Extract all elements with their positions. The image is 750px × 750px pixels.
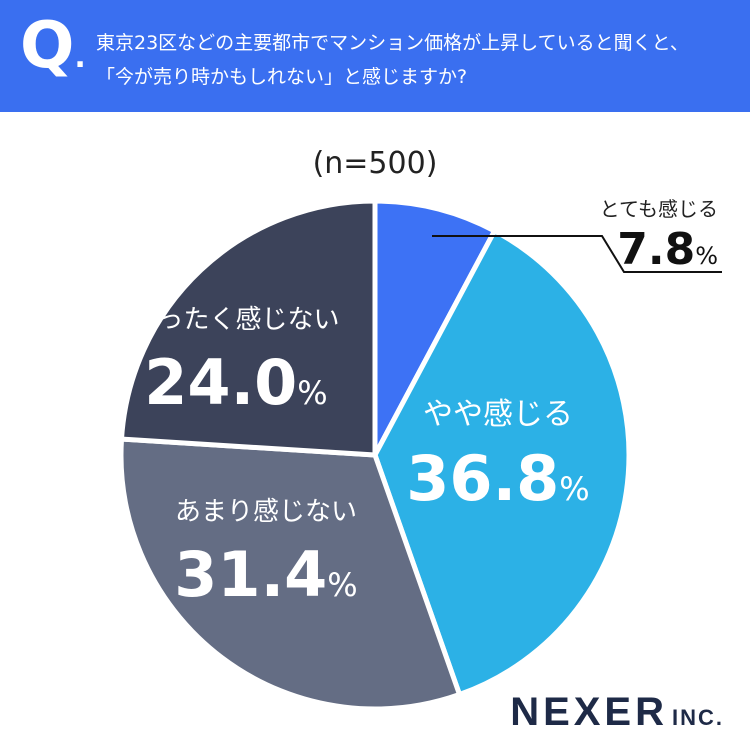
slice-value: 31.4% [174,538,357,611]
nexer-logo: NEXER INC. [510,690,724,735]
question-text: 東京23区などの主要都市でマンション価格が上昇していると聞くと、 「今が売り時か… [96,26,736,94]
slice-value: 24.0% [144,346,327,419]
question-mark-icon: Q. [20,14,86,78]
question-line-2: 「今が売り時かもしれない」と感じますか? [96,66,468,88]
slice-label: やや感じる [423,397,573,432]
pie-slice [119,198,378,458]
question-line-1: 東京23区などの主要都市でマンション価格が上昇していると聞くと、 [96,32,689,54]
brand-name: NEXER [510,690,668,734]
slice-value: 7.8% [617,224,718,275]
q-letter: Q [20,9,75,83]
slice-label: あまり感じない [175,497,357,527]
brand-suffix: INC. [672,705,724,730]
pie-slice [118,436,463,712]
slice-label: とても感じる [600,197,718,221]
question-header: Q. 東京23区などの主要都市でマンション価格が上昇していると聞くと、 「今が売… [0,0,750,112]
callout-line [432,235,722,273]
slice-value: 36.8% [406,442,589,515]
pie-slice [372,228,632,698]
q-dot: . [74,40,86,75]
slice-label: まったく感じない [133,305,340,335]
pie-slice [372,198,498,458]
sample-size-label: (n=500) [312,146,438,181]
